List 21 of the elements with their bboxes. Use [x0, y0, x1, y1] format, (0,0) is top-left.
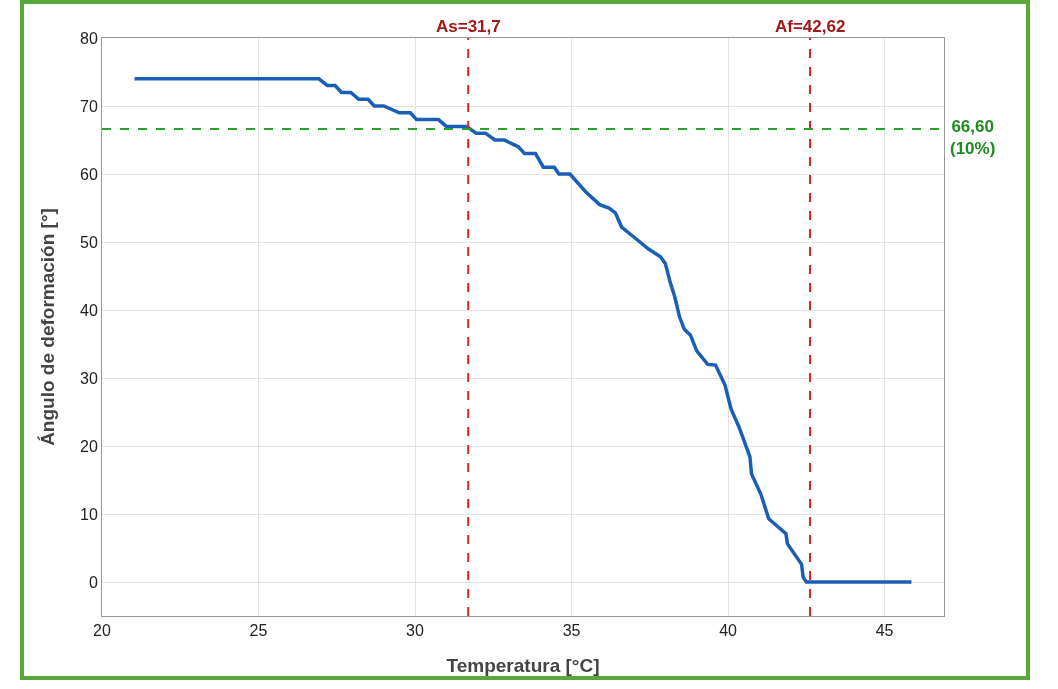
y-tick-label: 10	[80, 505, 98, 523]
y-tick-label: 50	[80, 233, 98, 251]
x-tick-label: 30	[406, 622, 425, 640]
y-tick-label: 80	[80, 29, 98, 47]
line-series	[132, 77, 914, 584]
x-axis-title: Temperatura [°C]	[446, 655, 600, 676]
y-tick-label: 0	[88, 573, 98, 591]
ref-line-label: As=31,7	[436, 17, 501, 36]
y-tick-label: 70	[80, 97, 98, 115]
x-tick-label: 20	[93, 622, 111, 640]
y-tick-label: 30	[80, 369, 98, 387]
ref-line-label: 66,60 (10%)	[950, 117, 996, 159]
y-tick-label: 20	[80, 437, 98, 455]
y-tick-label: 60	[80, 165, 98, 183]
y-tick-label: 40	[80, 301, 98, 319]
x-tick-label: 25	[249, 622, 268, 640]
x-tick-label: 35	[562, 622, 581, 640]
ref-line-label: Af=42,62	[775, 17, 846, 36]
y-axis-title: Ángulo de deformación [°]	[37, 208, 58, 446]
x-tick-label: 40	[719, 622, 738, 640]
x-tick-label: 45	[875, 622, 894, 640]
